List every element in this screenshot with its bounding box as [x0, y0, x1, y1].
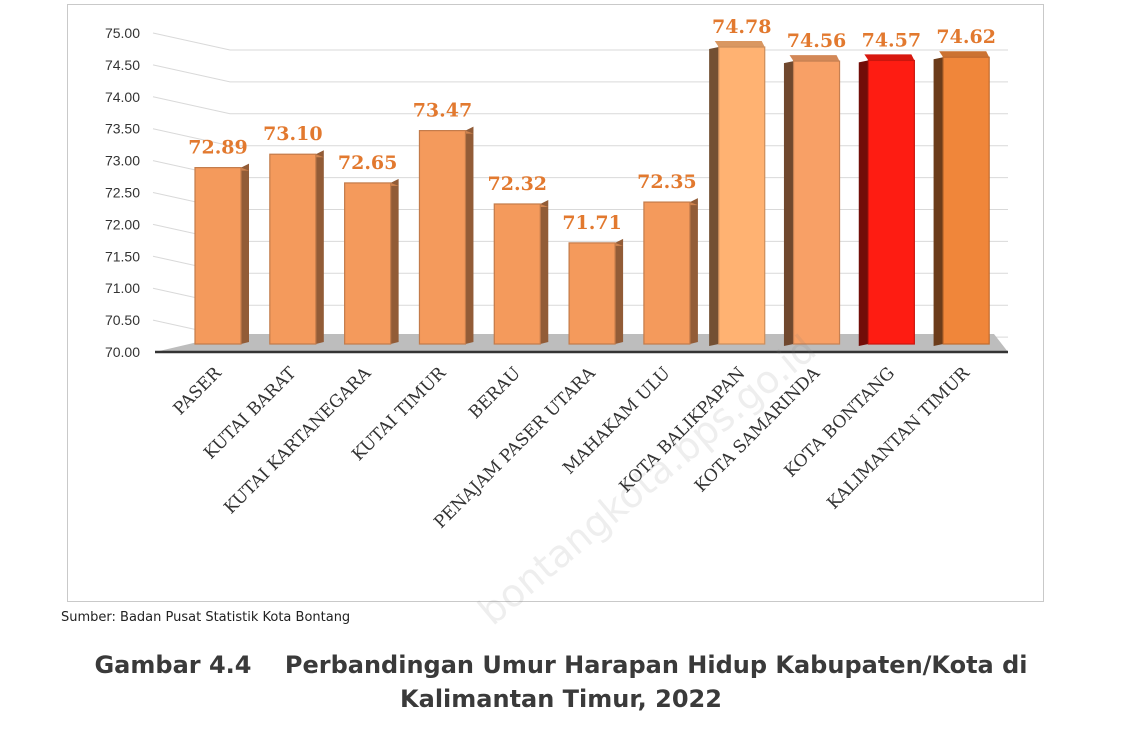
- bar-front: [194, 167, 242, 345]
- data-label: 74.57: [862, 29, 922, 51]
- data-label: 72.35: [637, 171, 697, 193]
- bar-side: [709, 47, 719, 346]
- data-label: 74.62: [936, 26, 996, 48]
- data-label: 72.65: [338, 152, 398, 174]
- y-tick-label: 72.50: [105, 185, 140, 201]
- bar: [933, 51, 990, 347]
- y-tick-label: 71.00: [105, 280, 140, 296]
- bar: [643, 198, 698, 345]
- figure-caption: Gambar 4.4 Perbandingan Umur Harapan Hid…: [0, 648, 1122, 716]
- y-tick-label: 72.00: [105, 216, 140, 232]
- data-label: 74.56: [787, 30, 847, 52]
- y-tick-label: 74.00: [105, 89, 140, 105]
- bar-side: [465, 126, 474, 344]
- y-tick-label: 74.50: [105, 57, 140, 73]
- bar-front: [718, 46, 766, 345]
- bar-top: [864, 54, 915, 61]
- bar: [344, 178, 399, 345]
- source-note: Sumber: Badan Pusat Statistik Kota Bonta…: [61, 610, 351, 625]
- caption-line-2: Kalimantan Timur, 2022: [400, 685, 722, 713]
- y-tick-label: 73.50: [105, 121, 140, 137]
- data-label: 72.89: [188, 137, 248, 159]
- x-tick-label: BERAU: [465, 363, 525, 423]
- bar-side: [540, 199, 549, 344]
- bar-side: [689, 198, 698, 344]
- bar: [194, 163, 249, 345]
- bar-front: [344, 182, 392, 345]
- bar-front: [792, 60, 841, 345]
- bar: [568, 238, 624, 345]
- bar-side: [315, 150, 324, 344]
- y-tick-label: 73.00: [105, 153, 140, 169]
- bar-side: [933, 57, 944, 347]
- bar: [269, 150, 324, 345]
- x-tick-label: KALIMANTAN TIMUR: [824, 363, 975, 514]
- data-label: 72.32: [488, 173, 548, 195]
- bar-side: [390, 178, 399, 344]
- bar: [858, 54, 915, 347]
- bar-front: [493, 203, 541, 345]
- bar: [783, 55, 841, 347]
- bar-front: [568, 242, 616, 345]
- caption-line-1: Gambar 4.4 Perbandingan Umur Harapan Hid…: [94, 651, 1028, 679]
- bar-front: [867, 59, 915, 345]
- bar-front: [643, 201, 691, 345]
- bar-front: [269, 153, 317, 345]
- bar-top: [714, 41, 765, 48]
- data-label: 73.10: [263, 123, 323, 145]
- bar-side: [783, 61, 794, 347]
- bar: [709, 41, 766, 346]
- data-label: 71.71: [562, 212, 622, 234]
- y-tick-label: 75.00: [105, 25, 140, 41]
- bar: [493, 199, 549, 345]
- bar-front: [418, 130, 467, 345]
- y-tick-label: 71.50: [105, 248, 140, 264]
- bar-side: [858, 60, 869, 347]
- bar: [418, 126, 474, 345]
- data-label: 73.47: [413, 100, 473, 122]
- bar-front: [942, 56, 990, 345]
- y-tick-label: 70.00: [105, 344, 140, 360]
- bar-top: [939, 51, 990, 58]
- x-tick-label: PASER: [170, 363, 227, 420]
- bar-side: [241, 163, 249, 344]
- y-tick-label: 70.50: [105, 312, 140, 328]
- bar-top: [789, 55, 840, 62]
- x-tick-label: KUTAI KARTANEGARA: [220, 363, 375, 518]
- data-label: 74.78: [712, 16, 772, 38]
- bar-side: [615, 238, 624, 344]
